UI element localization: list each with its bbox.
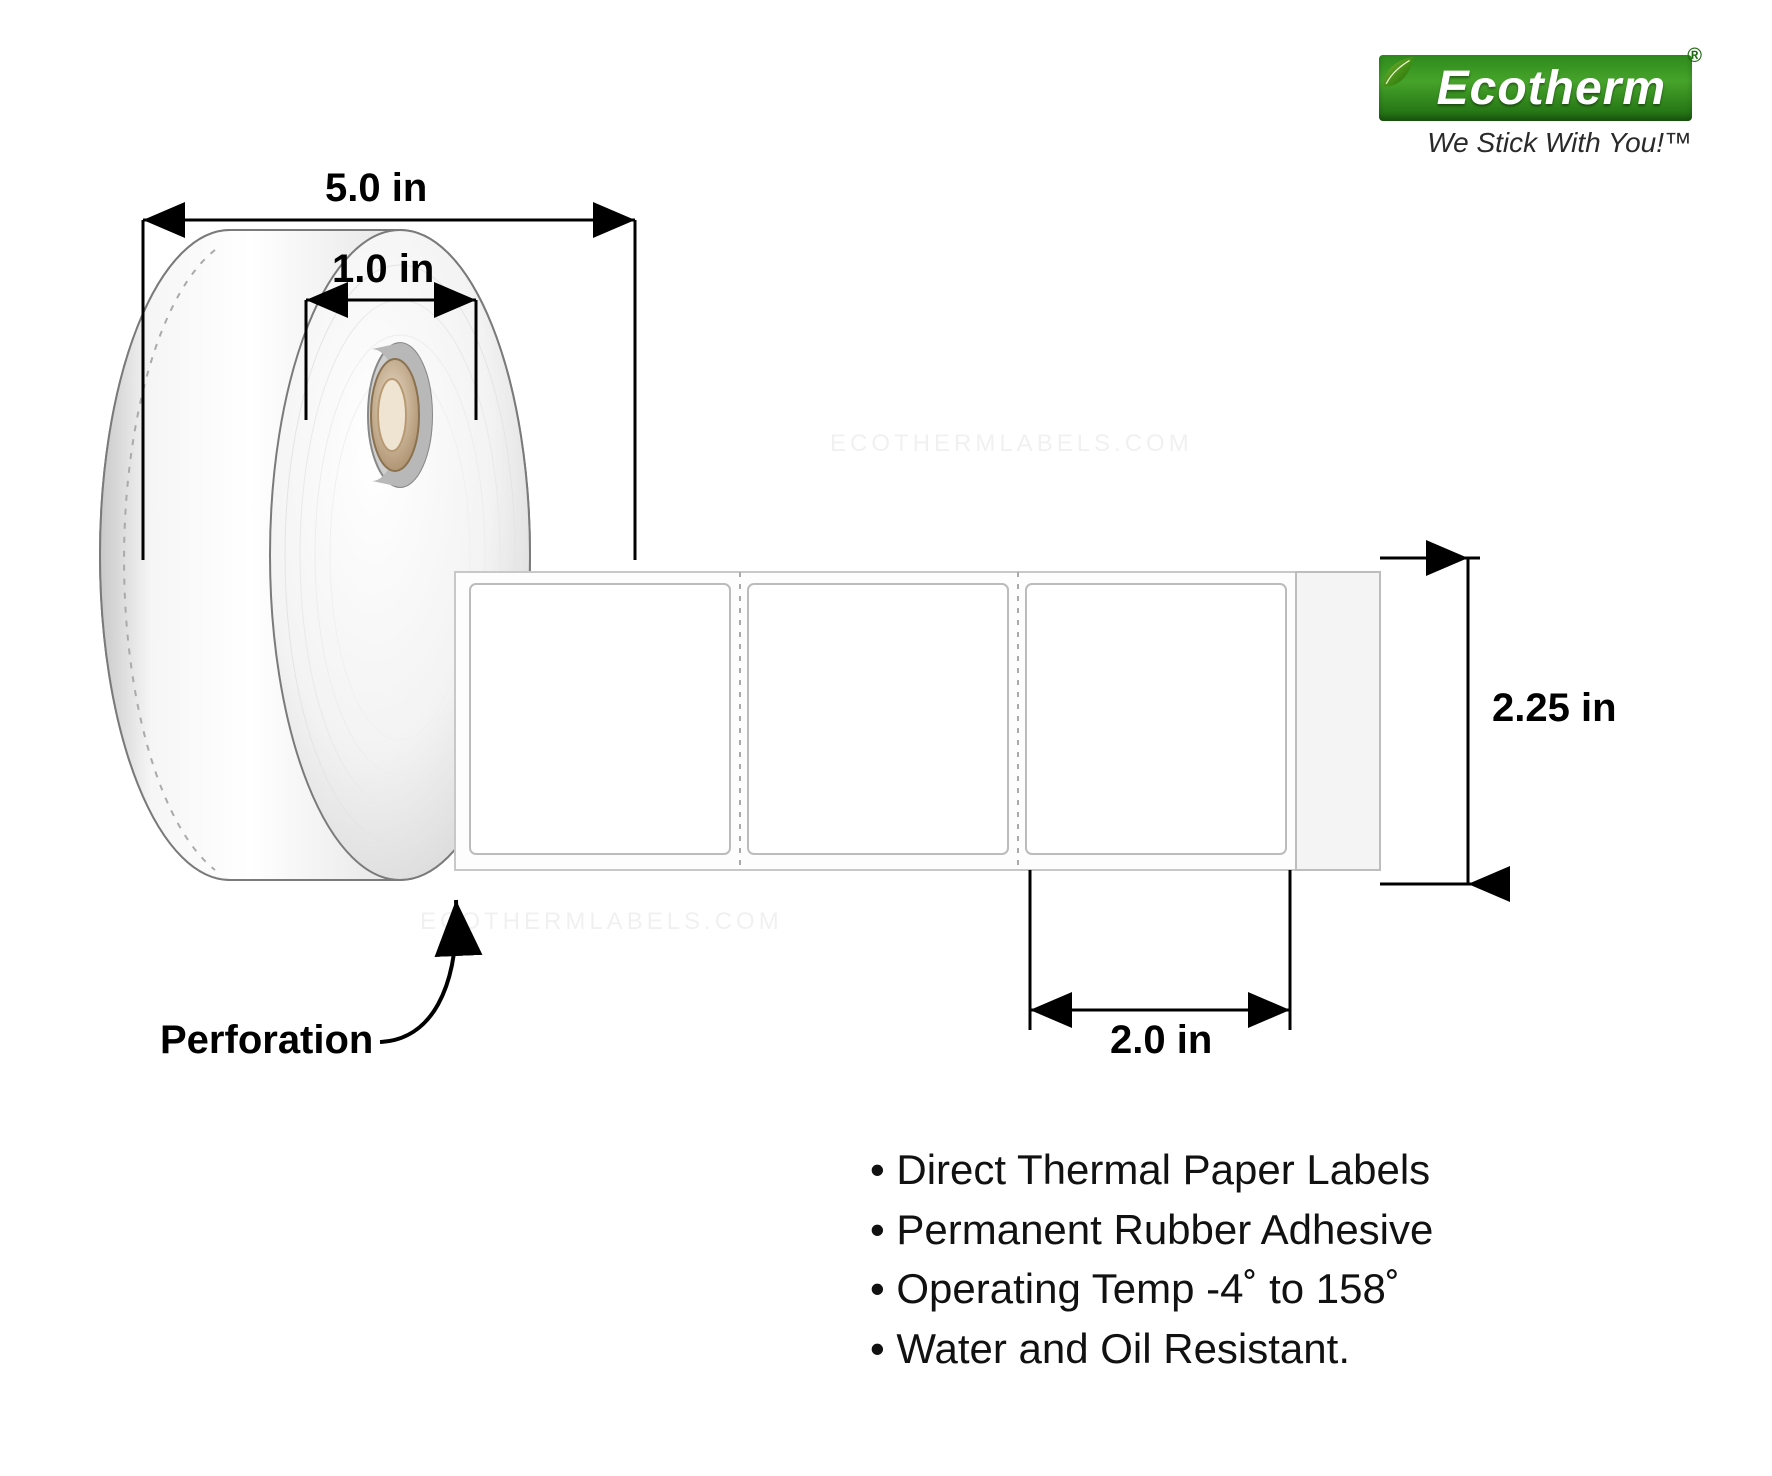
- perforation-callout: [380, 900, 456, 1042]
- dim-core-diameter: 1.0 in: [332, 247, 434, 292]
- feature-item: Operating Temp -4˚ to 158˚: [870, 1259, 1433, 1319]
- feature-list: Direct Thermal Paper Labels Permanent Ru…: [870, 1140, 1433, 1379]
- dim-roll-diameter: 5.0 in: [325, 166, 427, 211]
- dim-label-width: 2.0 in: [1110, 1018, 1212, 1063]
- feature-item: Water and Oil Resistant.: [870, 1319, 1433, 1379]
- dim-label-height: 2.25 in: [1492, 686, 1617, 731]
- perforation-label: Perforation: [160, 1018, 373, 1063]
- feature-item: Direct Thermal Paper Labels: [870, 1140, 1433, 1200]
- label-strip: [455, 572, 1380, 870]
- feature-item: Permanent Rubber Adhesive: [870, 1200, 1433, 1260]
